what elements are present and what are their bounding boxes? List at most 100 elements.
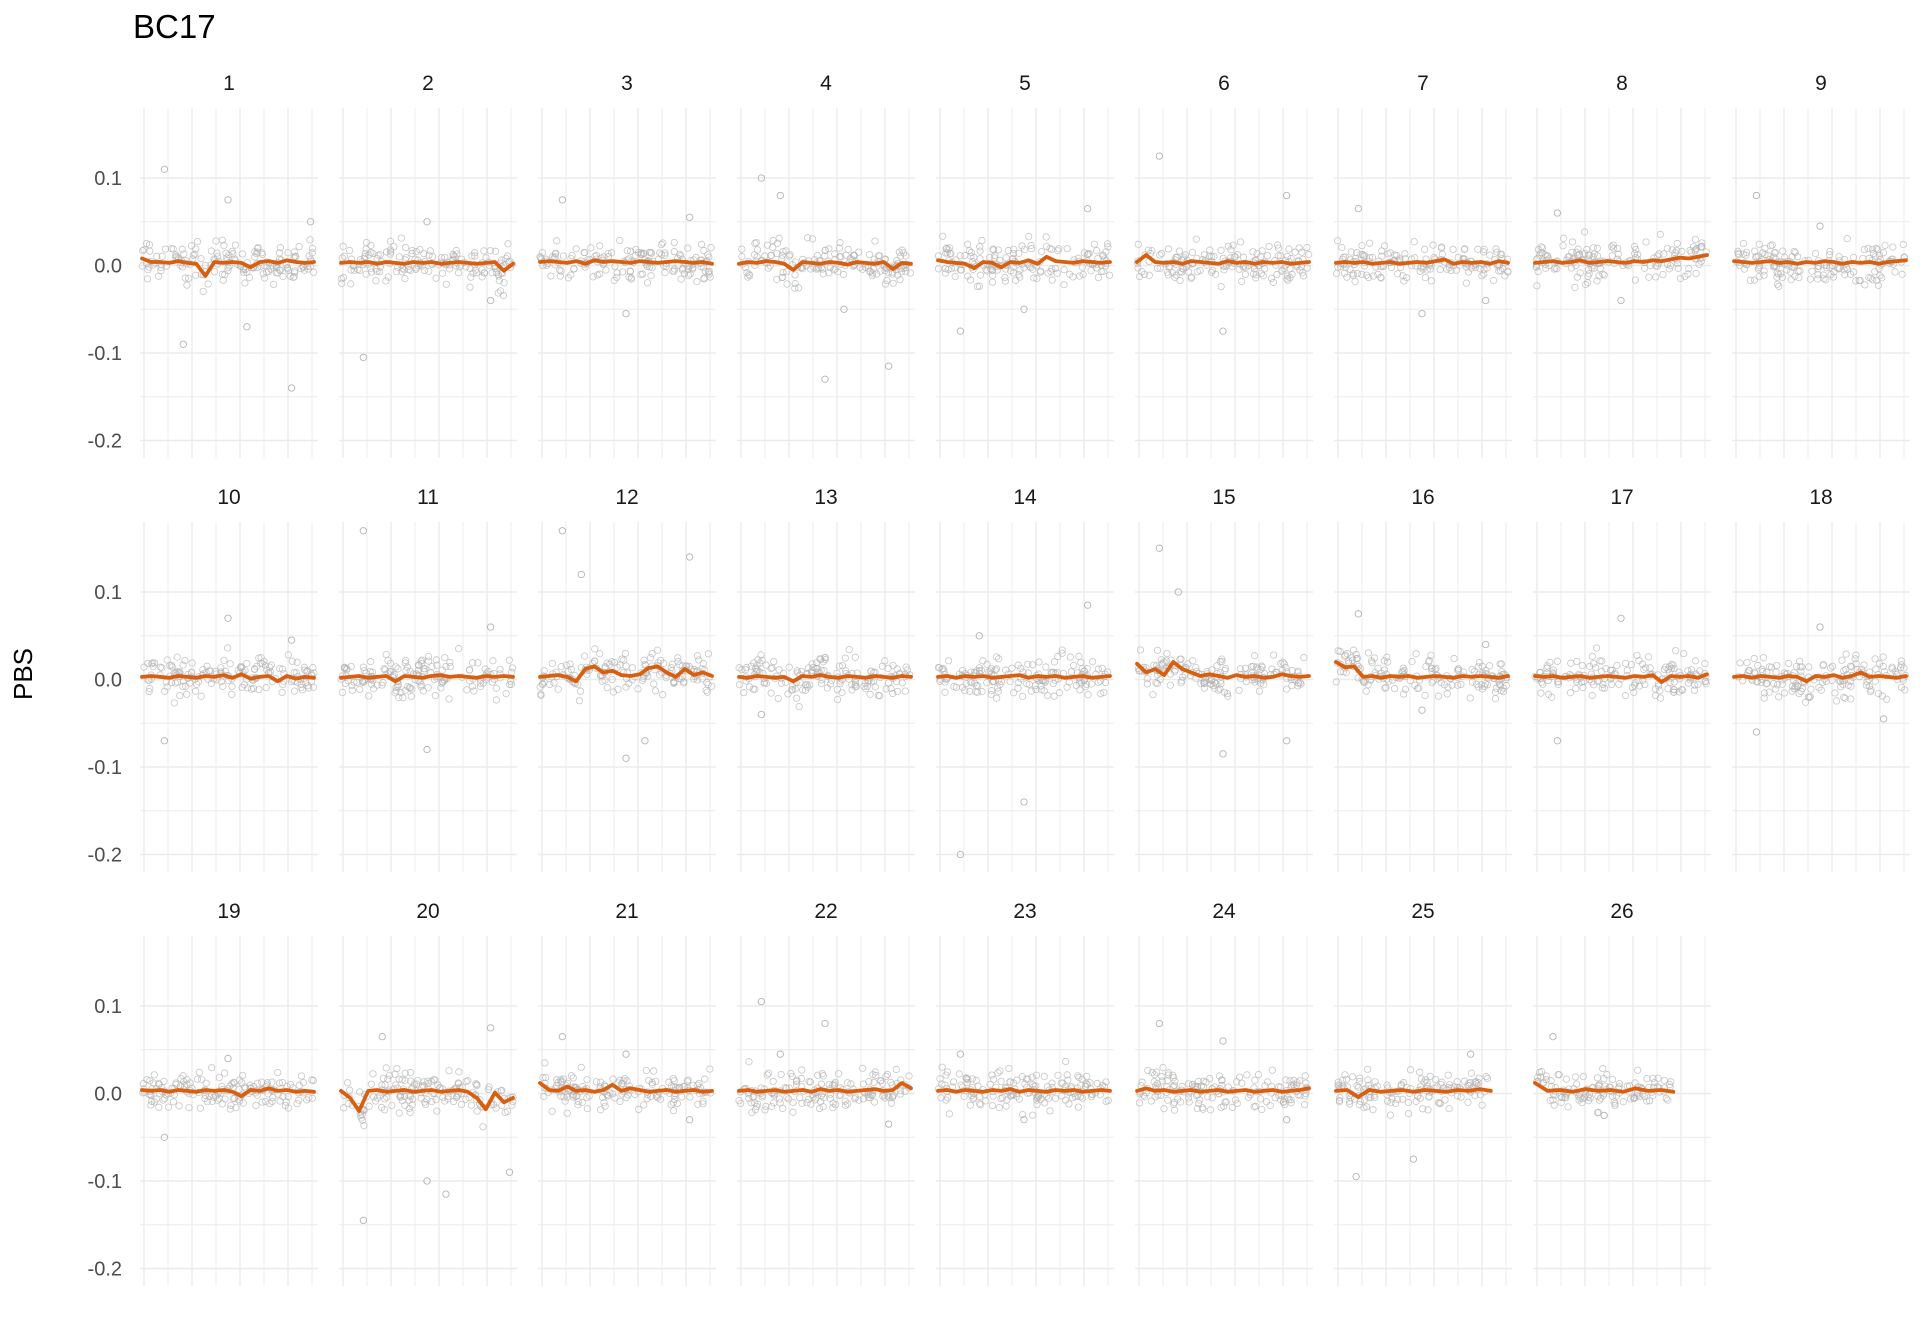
outlier-point <box>1418 706 1426 714</box>
data-point <box>554 685 562 693</box>
panel-25: 25 <box>1334 900 1512 1286</box>
outlier-point <box>1219 750 1227 758</box>
data-point <box>686 270 694 278</box>
data-point <box>424 684 432 692</box>
y-tick-label: 0.1 <box>94 582 122 604</box>
data-point <box>1690 686 1699 694</box>
data-point <box>300 663 308 671</box>
data-point <box>478 266 486 274</box>
data-point <box>1865 682 1873 690</box>
data-point <box>550 679 558 687</box>
outlier-point <box>423 218 431 226</box>
data-point <box>146 1077 154 1085</box>
data-point <box>1593 244 1601 252</box>
data-point <box>745 1058 753 1066</box>
data-point <box>1280 660 1288 668</box>
data-point <box>1282 1076 1290 1084</box>
data-point <box>499 291 507 300</box>
data-point <box>1201 677 1209 685</box>
outlier-point <box>1282 191 1291 200</box>
data-point <box>650 1067 658 1075</box>
data-point <box>470 249 479 257</box>
data-point <box>1640 665 1648 673</box>
data-point <box>1366 239 1374 247</box>
data-point <box>938 1063 946 1071</box>
data-point <box>467 273 475 281</box>
data-point <box>703 678 711 687</box>
data-point <box>567 665 575 674</box>
data-point <box>1814 271 1822 279</box>
data-point <box>1585 251 1594 259</box>
data-point <box>678 1093 686 1101</box>
data-point <box>243 659 251 668</box>
data-point <box>202 1079 210 1087</box>
data-point <box>360 1122 368 1130</box>
data-point <box>833 685 841 694</box>
data-point <box>806 681 814 689</box>
data-point <box>966 687 974 695</box>
outlier-point <box>1020 305 1028 313</box>
data-point <box>1258 247 1266 255</box>
data-point <box>657 240 666 249</box>
data-point <box>1288 681 1296 690</box>
data-point <box>1349 271 1357 279</box>
data-point <box>1670 665 1678 673</box>
data-point <box>1444 683 1452 691</box>
data-point <box>546 680 554 689</box>
data-point <box>1257 665 1265 674</box>
data-point <box>1027 263 1035 272</box>
data-point <box>547 272 555 280</box>
data-point <box>1033 1096 1041 1104</box>
data-point <box>1343 650 1351 658</box>
data-point <box>470 687 478 695</box>
data-point <box>1702 677 1710 685</box>
data-point <box>611 1094 619 1102</box>
data-point <box>1252 274 1260 282</box>
data-point <box>897 252 905 260</box>
data-point <box>291 252 299 260</box>
data-point <box>1333 269 1341 278</box>
data-point <box>1378 252 1386 260</box>
data-point <box>345 246 354 255</box>
data-point <box>388 1102 396 1110</box>
data-point <box>1002 1102 1010 1110</box>
data-point <box>188 659 196 667</box>
data-point <box>235 1097 244 1105</box>
data-point <box>1849 268 1858 276</box>
data-point <box>1044 692 1052 700</box>
data-point <box>818 265 827 273</box>
data-point <box>994 684 1002 692</box>
panel-20: 20 <box>339 900 517 1286</box>
data-point <box>367 1080 375 1088</box>
data-point <box>1863 677 1871 686</box>
smooth-line <box>1135 253 1311 266</box>
data-point <box>873 270 881 278</box>
data-point <box>889 1091 898 1099</box>
data-point <box>293 658 301 666</box>
data-point <box>442 280 450 288</box>
outlier-point <box>486 296 495 305</box>
data-point <box>228 682 236 691</box>
data-point <box>195 1068 203 1077</box>
outlier-point <box>577 570 585 579</box>
data-point <box>1075 652 1083 660</box>
data-point <box>1564 1103 1572 1111</box>
data-point <box>1609 241 1617 249</box>
data-point <box>618 655 626 663</box>
panel-14: 14 <box>934 486 1114 872</box>
data-point <box>1667 664 1675 673</box>
data-point <box>1486 251 1494 259</box>
data-point <box>1655 250 1663 258</box>
data-point <box>583 1105 592 1113</box>
data-point <box>1538 244 1547 252</box>
data-point <box>1020 264 1028 272</box>
data-point <box>889 661 897 670</box>
data-point <box>1753 678 1761 686</box>
data-point <box>338 254 346 262</box>
data-point <box>509 1093 517 1101</box>
data-point <box>1399 1095 1407 1103</box>
data-point <box>1584 251 1593 259</box>
outlier-point <box>884 362 893 370</box>
data-point <box>1639 660 1647 668</box>
outlier-point <box>622 754 630 762</box>
